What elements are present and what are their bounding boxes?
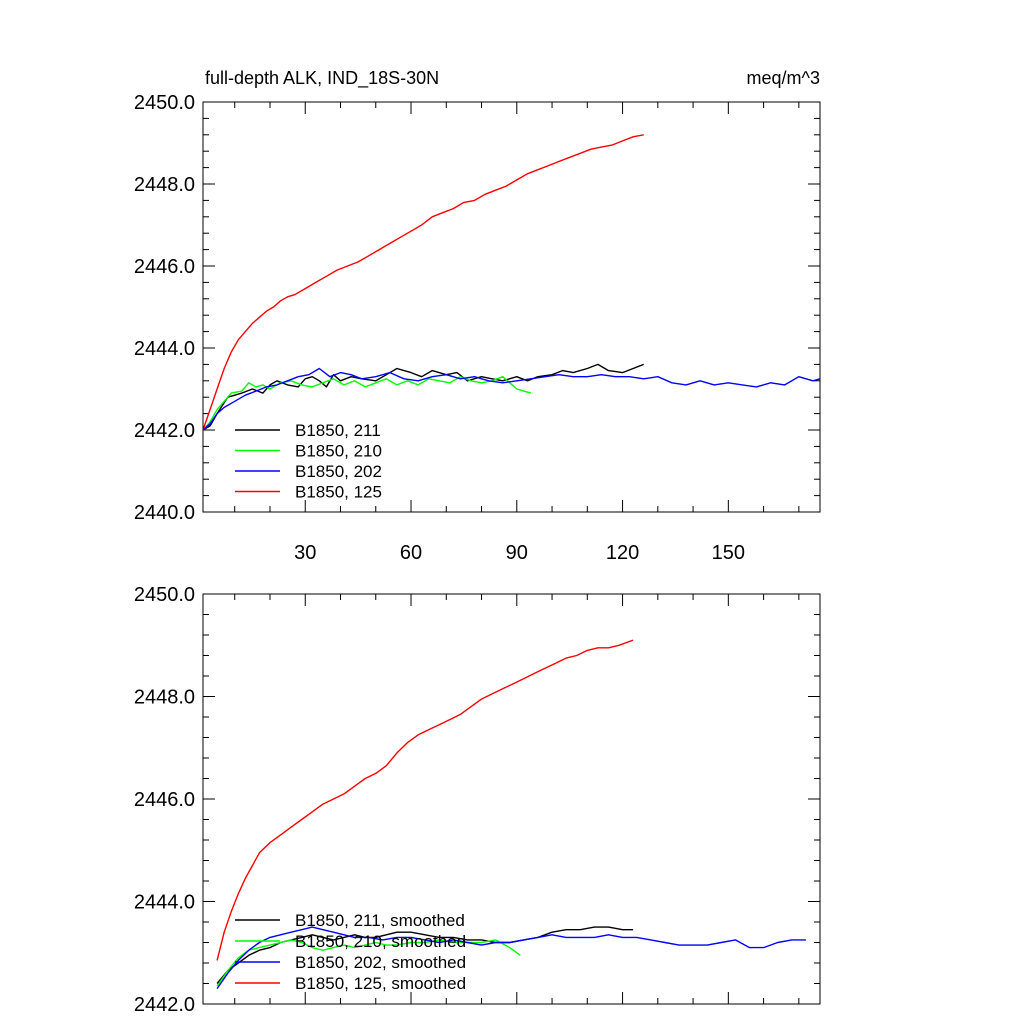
legend-label: B1850, 202 — [295, 462, 382, 481]
y-tick-label: 2446.0 — [134, 789, 195, 811]
x-tick-label: 150 — [712, 542, 745, 564]
x-tick-label: 120 — [606, 542, 639, 564]
x-tick-label: 60 — [400, 542, 422, 564]
legend-label: B1850, 125, smoothed — [295, 974, 466, 993]
legend-label: B1850, 125 — [295, 483, 382, 502]
axis-ticks: 2440.0 2442.0 2444.0 2446.0 2448.0 2450.0 30 60… — [134, 92, 820, 564]
series-line — [202, 376, 532, 431]
series-lines — [202, 134, 821, 431]
y-tick-label: 2450.0 — [134, 92, 195, 114]
y-tick-label: 2440.0 — [134, 502, 195, 524]
plot-frame — [202, 101, 821, 513]
series-lines — [216, 639, 806, 989]
x-tick-label: 90 — [506, 542, 528, 564]
series-line — [202, 134, 644, 431]
top-chart-panel: full-depth ALK, IND_18S-30N meq/m^3 2440… — [134, 68, 821, 564]
chart-title: full-depth ALK, IND_18S-30N — [205, 68, 439, 89]
y-tick-label: 2448.0 — [134, 174, 195, 196]
y-tick-label: 2444.0 — [134, 892, 195, 914]
y-tick-label: 2446.0 — [134, 256, 195, 278]
series-line — [216, 926, 806, 989]
y-tick-label: 2450.0 — [134, 584, 195, 606]
units-label: meq/m^3 — [747, 68, 820, 88]
plot-frame — [202, 593, 821, 1005]
legend-label: B1850, 211 — [295, 421, 381, 440]
legend: B1850, 211, smoothed B1850, 210, smoothed… — [235, 911, 466, 993]
legend-label: B1850, 211, smoothed — [295, 911, 465, 930]
y-tick-label: 2442.0 — [134, 420, 195, 442]
series-line — [202, 363, 644, 431]
legend-label: B1850, 202, smoothed — [295, 953, 466, 972]
series-line — [216, 926, 634, 984]
y-tick-label: 2442.0 — [134, 994, 195, 1016]
x-tick-label: 30 — [294, 542, 316, 564]
axis-ticks: 2442.0 2444.0 2446.0 2448.0 2450.0 — [134, 584, 820, 1016]
y-tick-label: 2444.0 — [134, 338, 195, 360]
series-line — [216, 639, 634, 961]
bottom-chart-panel: 2442.0 2444.0 2446.0 2448.0 2450.0 B1850, 21… — [134, 584, 821, 1016]
legend-label: B1850, 210, smoothed — [295, 932, 466, 951]
y-tick-label: 2448.0 — [134, 687, 195, 709]
legend-label: B1850, 210 — [295, 442, 382, 461]
series-line — [216, 939, 521, 987]
series-line — [202, 367, 821, 431]
